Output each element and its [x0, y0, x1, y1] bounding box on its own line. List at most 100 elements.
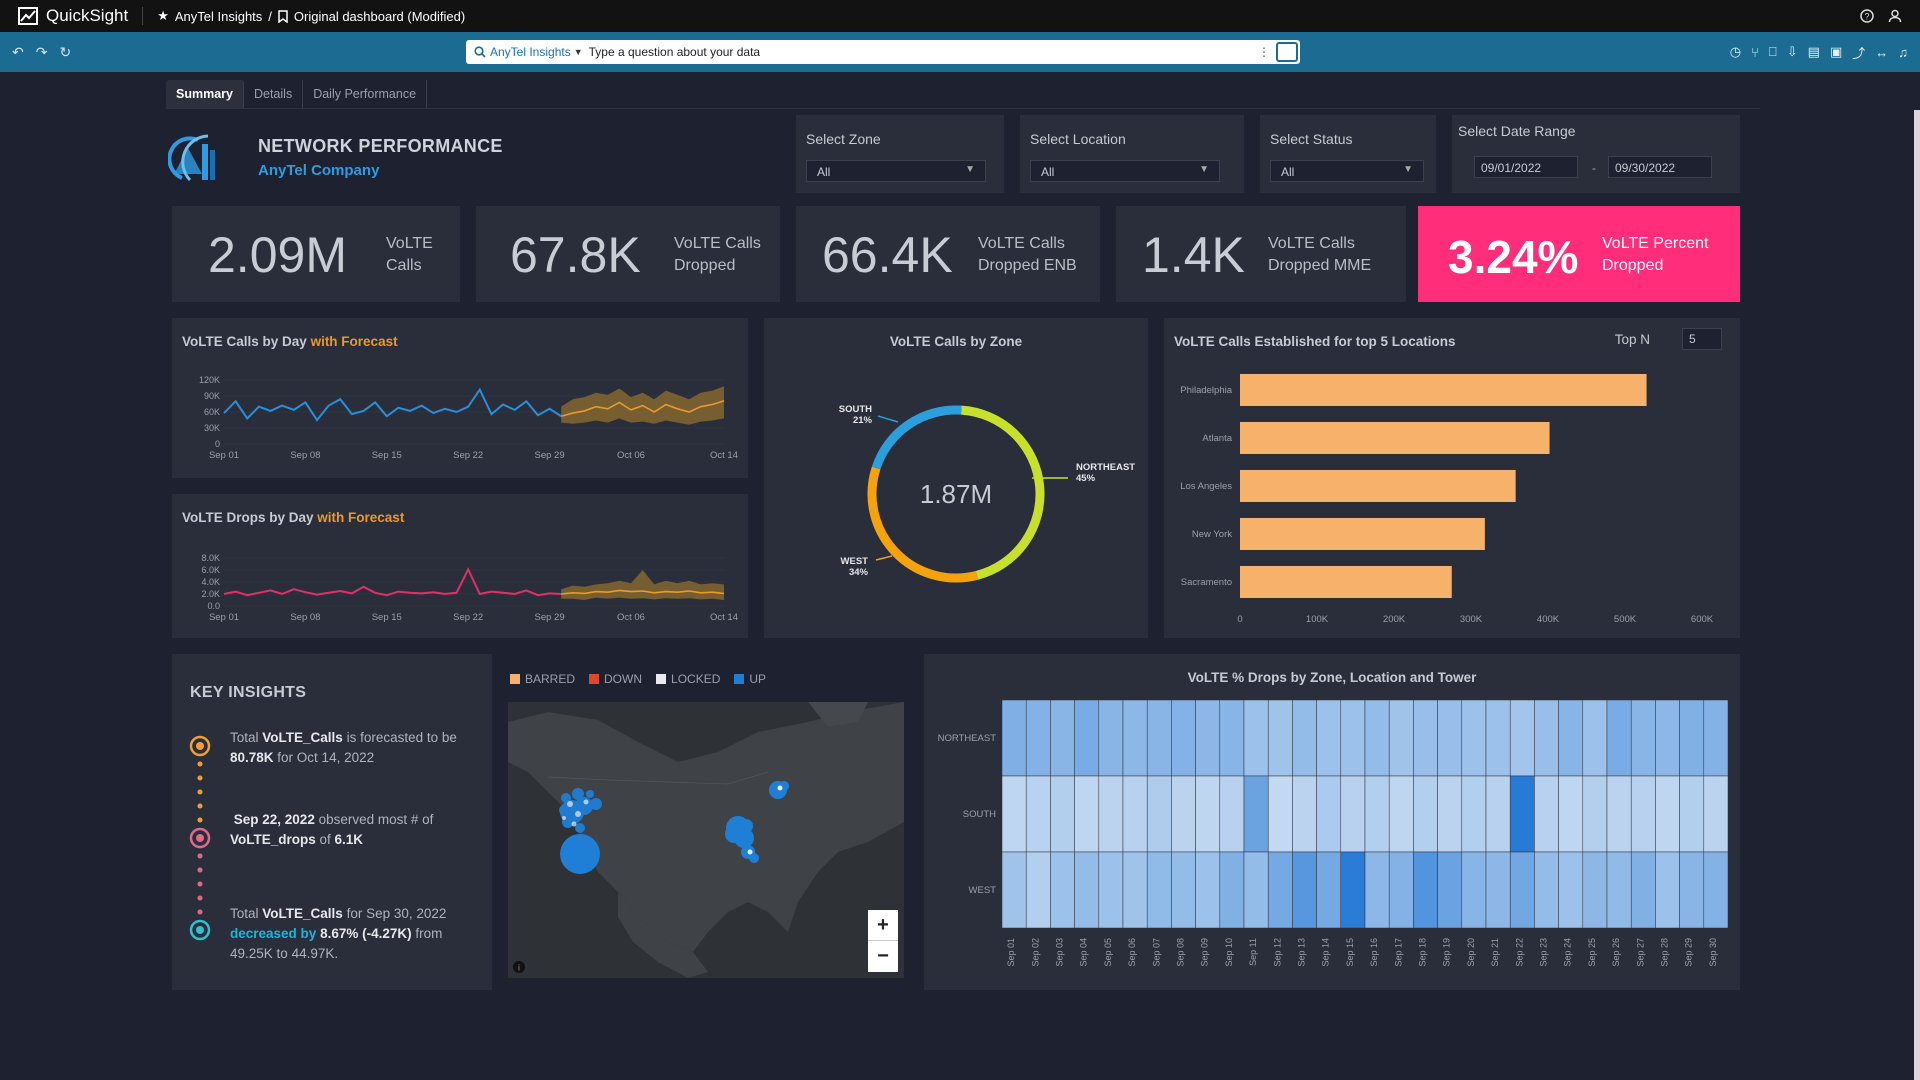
map-canvas[interactable] — [508, 702, 904, 978]
heatmap-cell — [1388, 775, 1414, 853]
alert-bell-icon[interactable]: ♫ — [1898, 44, 1908, 60]
share-icon[interactable]: ⤴ — [1852, 45, 1866, 61]
date-separator: - — [1592, 161, 1596, 175]
heatmap-cell — [1267, 699, 1293, 777]
tab-summary[interactable]: Summary — [166, 80, 244, 108]
zoom-in-button[interactable]: + — [868, 910, 898, 941]
reset-icon[interactable]: ↻ — [59, 43, 72, 60]
select-value: All — [1041, 165, 1055, 179]
topic-selector[interactable]: AnyTel Insights — [490, 45, 571, 59]
filter-label: Select Location — [1030, 131, 1126, 147]
kpi-calls-dropped[interactable]: 67.8K VoLTE Calls Dropped — [476, 206, 780, 302]
page-subtitle: AnyTel Company — [258, 162, 380, 179]
star-icon[interactable]: ★ — [157, 8, 169, 23]
location-filter: Select Location All ▼ — [1020, 115, 1244, 193]
schedule-icon[interactable]: ◷ — [1729, 44, 1742, 59]
q-search-bar[interactable]: AnyTel Insights ▼ Type a question about … — [466, 40, 1300, 64]
insight-direction: decreased by — [230, 926, 317, 941]
heatmap-cell — [1267, 775, 1293, 853]
bookmark-toolbar-icon[interactable]: ⎕ — [1768, 44, 1777, 59]
chevron-down-icon[interactable]: ▼ — [573, 47, 583, 57]
more-options-icon[interactable]: ⋮ — [1258, 45, 1270, 59]
zoom-out-button[interactable]: − — [877, 945, 889, 967]
tab-daily-performance[interactable]: Daily Performance — [303, 80, 428, 108]
y-tick-label: 0.0 — [207, 601, 220, 611]
kpi-label: VoLTE Calls Dropped — [674, 233, 761, 277]
donut-center-value: 1.87M — [920, 479, 992, 509]
insights-timeline — [189, 735, 211, 941]
drops-line-chart[interactable]: 0.0 2.0K 4.0K 6.0K 8.0K Sep 01 Sep 08 Sep 15 Sep… — [172, 494, 748, 638]
y-tick-label: 30K — [204, 423, 220, 433]
insight-text: of — [315, 832, 335, 847]
legend-label: UP — [749, 672, 767, 686]
category-label: Los Angeles — [1180, 481, 1232, 492]
kpi-percent-dropped[interactable]: 3.24% VoLTE Percent Dropped — [1418, 206, 1740, 302]
status-select[interactable]: All ▼ — [1270, 160, 1424, 182]
fit-width-icon[interactable]: ↔ — [1875, 44, 1889, 60]
chart-title: VoLTE % Drops by Zone, Location and Towe… — [1187, 670, 1477, 685]
legend-item-barred[interactable]: BARRED — [510, 672, 575, 686]
heatmap-cell — [1098, 775, 1124, 853]
undo-icon[interactable]: ↶ — [12, 43, 24, 60]
help-icon[interactable]: ? — [1860, 9, 1874, 23]
kpi-dropped-enb[interactable]: 66.4K VoLTE Calls Dropped ENB — [796, 206, 1100, 302]
legend-item-down[interactable]: DOWN — [589, 672, 642, 686]
location-select[interactable]: All ▼ — [1030, 160, 1220, 182]
col-label: Sep 20 — [1466, 938, 1476, 967]
heatmap-cell — [1461, 851, 1487, 929]
zone-select[interactable]: All ▼ — [806, 160, 986, 182]
heatmap-cell — [1655, 851, 1680, 929]
export-icon[interactable]: ⇩ — [1786, 44, 1798, 59]
heatmap-cell — [1461, 699, 1487, 777]
x-tick-label: 200K — [1383, 614, 1406, 625]
forecast-line — [561, 589, 725, 595]
map-zoom-controls: + − — [868, 910, 898, 972]
heatmap-cell — [1122, 851, 1148, 929]
drops-by-day-panel[interactable]: VoLTE Drops by Day with Forecast 0.0 2.0K… — [172, 494, 748, 638]
top5-bar-chart[interactable]: Philadelphia Atlanta Los Angeles New York Sa… — [1164, 318, 1740, 638]
kpi-value: 3.24% — [1448, 231, 1579, 283]
start-date-input[interactable]: 09/01/2022 — [1474, 156, 1578, 178]
heatmap-cell — [1655, 775, 1680, 853]
insight-text: from — [411, 926, 443, 941]
redo-icon[interactable]: ↷ — [35, 43, 48, 60]
question-input[interactable]: Type a question about your data — [588, 45, 761, 59]
top5-locations-panel[interactable]: VoLTE Calls Established for top 5 Locati… — [1164, 318, 1740, 638]
forecast-line — [560, 400, 725, 418]
drops-heatmap-panel[interactable]: VoLTE % Drops by Zone, Location and Towe… — [924, 654, 1740, 990]
heatmap-cell — [1340, 851, 1366, 929]
col-label: Sep 19 — [1442, 938, 1452, 967]
x-tick-label: 400K — [1537, 614, 1560, 625]
end-date-input[interactable]: 09/30/2022 — [1608, 156, 1712, 178]
breadcrumb-parent[interactable]: AnyTel Insights — [174, 8, 263, 24]
user-icon[interactable] — [1888, 9, 1902, 23]
x-tick-label: Oct 06 — [617, 612, 645, 623]
kpi-label: VoLTE Calls Dropped ENB — [978, 233, 1077, 277]
page-scrollbar[interactable] — [1914, 110, 1920, 1080]
legend-item-locked[interactable]: LOCKED — [656, 672, 720, 686]
topn-input[interactable]: 5 — [1682, 328, 1722, 350]
cluster-los-angeles — [560, 834, 600, 874]
col-label: Sep 24 — [1563, 938, 1573, 967]
calls-by-day-panel[interactable]: VoLTE Calls by Day with Forecast 0 30K 60K… — [172, 318, 748, 478]
col-label: Sep 09 — [1200, 938, 1210, 967]
tower-map-panel: BARRED DOWN LOCKED UP — [492, 654, 916, 990]
dataset-icon[interactable]: ▤ — [1807, 44, 1820, 59]
heatmap-cell — [1606, 775, 1632, 853]
tab-details[interactable]: Details — [244, 80, 304, 108]
filter-label: Select Date Range — [1458, 123, 1576, 139]
kpi-volte-calls[interactable]: 2.09M VoLTE Calls — [172, 206, 460, 302]
share-branch-icon[interactable]: ⑂ — [1751, 44, 1759, 60]
legend-item-up[interactable]: UP — [734, 672, 766, 686]
kpi-dropped-mme[interactable]: 1.4K VoLTE Calls Dropped MME — [1116, 206, 1406, 302]
cluster-atlanta — [725, 816, 754, 848]
brand[interactable]: QuickSight — [18, 6, 128, 26]
info-icon[interactable]: i — [512, 960, 526, 974]
save-icon[interactable]: ▣ — [1829, 44, 1843, 59]
drops-heatmap[interactable]: NORTHEAST SOUTH WEST Sep 01 Sep 02 Sep 03 Sep … — [924, 654, 1740, 990]
ask-button[interactable] — [1276, 42, 1298, 62]
tower-map[interactable]: + − i — [508, 702, 904, 978]
calls-line-chart[interactable]: 0 30K 60K 90K 120K Sep 01 Sep 08 Sep 15 Sep 22 Se… — [172, 318, 748, 478]
calls-by-zone-panel[interactable]: VoLTE Calls by Zone NORTHEAST 45% WEST 34% S… — [764, 318, 1148, 638]
